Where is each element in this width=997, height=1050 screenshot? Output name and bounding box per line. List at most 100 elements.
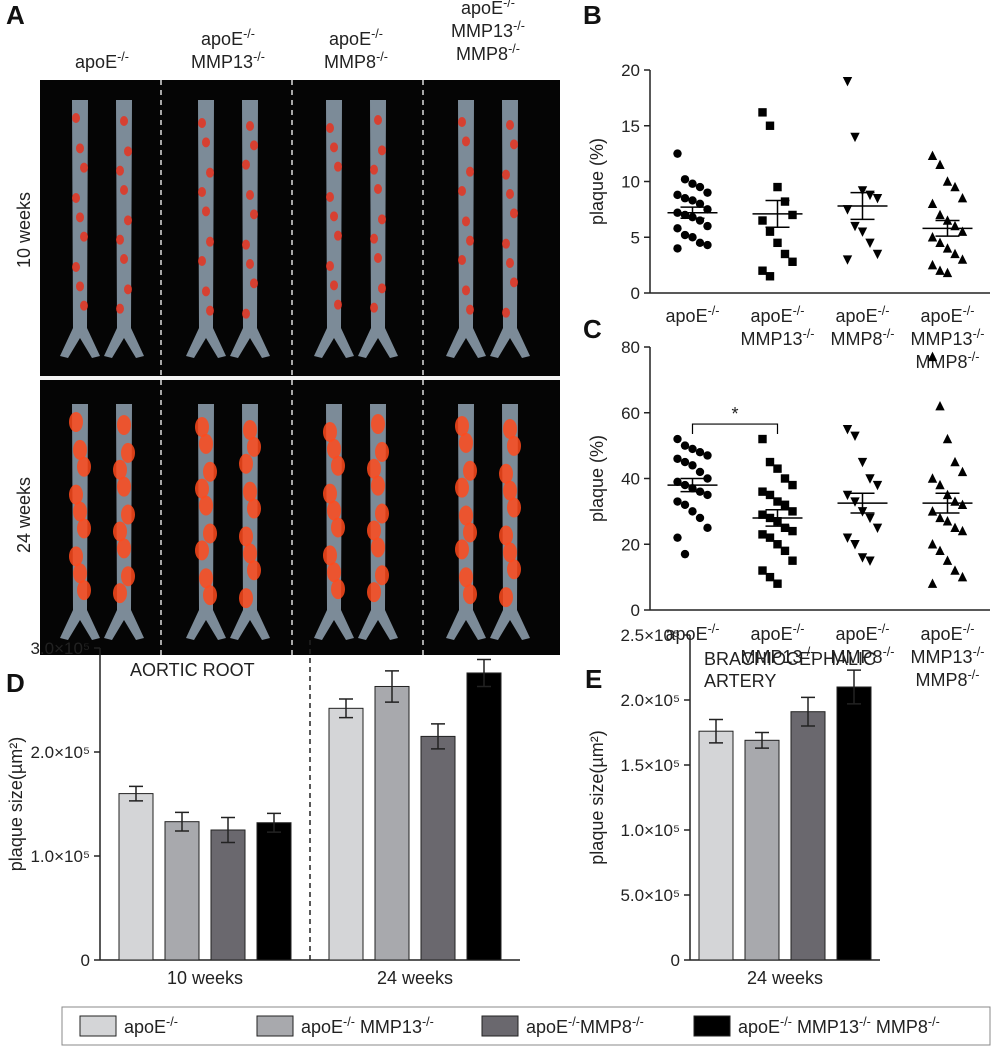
row-label: 10 weeks xyxy=(14,192,34,268)
x-tick-label: apoE-/-MMP13-/- xyxy=(741,304,815,349)
data-point xyxy=(850,431,860,441)
plaque-spot xyxy=(330,280,338,291)
data-point xyxy=(703,451,712,460)
x-tick-label: apoE-/-MMP8-/- xyxy=(831,304,895,349)
data-point xyxy=(703,523,712,533)
data-point xyxy=(680,175,690,184)
data-point xyxy=(957,571,968,582)
y-tick-label: 20 xyxy=(621,535,640,554)
data-point xyxy=(758,566,767,575)
data-point xyxy=(857,457,868,468)
plaque-spot xyxy=(195,417,209,437)
data-point xyxy=(935,159,945,169)
aorta xyxy=(104,100,144,358)
data-point xyxy=(780,523,790,533)
y-tick-label: 1.0×10⁵ xyxy=(620,821,680,840)
plaque-spot xyxy=(371,475,385,496)
plaque-spot xyxy=(239,526,253,547)
data-point xyxy=(788,257,797,266)
plaque-spot xyxy=(124,215,132,226)
plaque-spot xyxy=(507,559,521,580)
aorta xyxy=(490,100,530,358)
plaque-spot xyxy=(323,483,337,504)
plaque-spot xyxy=(499,587,513,608)
plaque-spot xyxy=(206,305,214,316)
aortas xyxy=(60,100,530,640)
x-tick-label: apoE-/-MMP13-/-MMP8-/- xyxy=(911,622,985,690)
data-point xyxy=(758,434,767,444)
data-point xyxy=(703,188,712,197)
data-point xyxy=(865,238,875,249)
data-point xyxy=(935,545,945,556)
data-point xyxy=(857,553,868,563)
plaque-spot xyxy=(323,545,337,566)
plaque-spot xyxy=(458,117,466,127)
x-tick-label: apoE-/-MMP8-/- xyxy=(831,622,895,667)
data-point xyxy=(927,150,938,161)
aorta xyxy=(230,100,270,358)
plaque-spot xyxy=(246,259,254,269)
sem-bar xyxy=(680,206,705,220)
data-point xyxy=(758,108,767,117)
plaque-spot xyxy=(242,308,250,319)
plaque-spot xyxy=(80,162,88,173)
y-tick-label: 0 xyxy=(631,284,640,303)
plaque-spot xyxy=(117,476,131,497)
plaque-spot xyxy=(466,235,474,246)
plaque-spot xyxy=(113,521,127,542)
panel-label: B xyxy=(583,0,602,30)
y-axis-label: plaque size(µm²) xyxy=(587,730,607,864)
plaque-spot xyxy=(334,299,342,310)
x-tick-label: 10 weeks xyxy=(167,968,243,988)
plaque-spot xyxy=(77,518,91,539)
y-tick-label: 2.0×10⁵ xyxy=(620,691,680,710)
plaque-spot xyxy=(506,120,514,130)
data-point xyxy=(688,179,697,188)
error-bar xyxy=(847,669,861,705)
data-point xyxy=(673,477,682,486)
data-point xyxy=(950,456,960,467)
plaque-spot xyxy=(124,146,132,157)
plaque-spot xyxy=(69,412,83,432)
bar xyxy=(256,822,292,961)
bar xyxy=(420,735,456,961)
data-point xyxy=(935,512,945,523)
data-point xyxy=(850,497,860,507)
plaque-spot xyxy=(510,277,518,288)
plaque-spot xyxy=(117,538,131,559)
plaque-spot xyxy=(76,143,84,154)
plaque-spot xyxy=(76,281,84,292)
chart-annotation: AORTIC ROOT xyxy=(130,660,255,680)
data-point xyxy=(765,272,775,281)
y-tick-label: 0 xyxy=(671,951,680,970)
data-point xyxy=(703,205,712,214)
plaque-spot xyxy=(455,416,469,436)
data-point xyxy=(765,227,775,236)
data-point xyxy=(773,464,782,473)
data-point xyxy=(850,221,860,232)
plaque-spot xyxy=(378,145,386,156)
data-point xyxy=(842,205,853,215)
column-label: apoE-/-MMP13-/- xyxy=(191,27,265,72)
data-point xyxy=(680,230,690,240)
plaque-spot xyxy=(250,209,258,220)
x-tick-label: 24 weeks xyxy=(747,968,823,988)
plaque-spot xyxy=(378,283,386,294)
plaque-spot xyxy=(120,185,128,195)
data-point xyxy=(758,487,767,496)
plaque-spot xyxy=(77,456,91,477)
data-point xyxy=(942,433,953,444)
data-point xyxy=(942,267,953,278)
data-point xyxy=(935,265,945,275)
bar xyxy=(790,711,826,961)
bar xyxy=(836,686,872,961)
plaque-spot xyxy=(198,118,206,128)
column-label: apoE-/- xyxy=(75,50,129,72)
plaque-spot xyxy=(367,458,381,479)
data-point xyxy=(765,490,775,500)
data-point xyxy=(927,539,938,549)
plaque-spot xyxy=(326,261,334,271)
plaque-spot xyxy=(246,190,254,200)
y-tick-label: 5 xyxy=(631,228,640,247)
